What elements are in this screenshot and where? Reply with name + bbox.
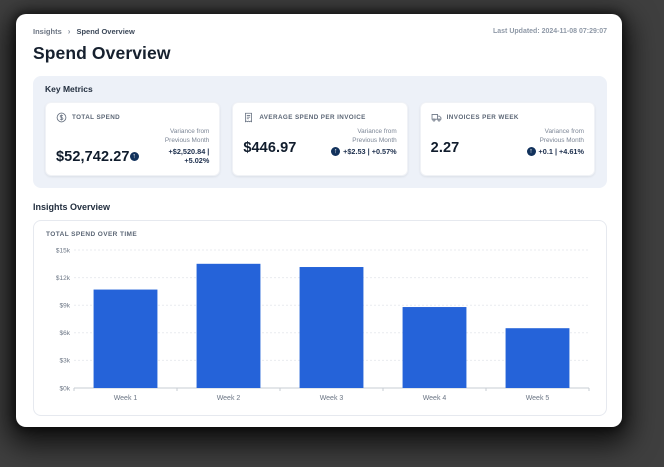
bar-week-4[interactable] (402, 307, 467, 389)
metric-value: $446.97 (243, 140, 297, 157)
breadcrumb: Insights › Spend Overview (33, 27, 135, 36)
truck-icon (431, 112, 442, 123)
last-updated-timestamp: Last Updated: 2024-11-08 07:29:07 (493, 28, 607, 35)
variance-caption: Variance from Previous Month (539, 128, 584, 144)
total-spend-bar-chart: $0k $3k $6k $9k $12k $15k Week 1 Week 2 Week 3 We… (46, 244, 594, 409)
variance-value: +$2.53 | +0.57% (343, 147, 397, 157)
chart-title: TOTAL SPEND OVER TIME (46, 231, 138, 239)
key-metrics-title: Key Metrics (45, 84, 93, 94)
dollar-circle-icon (56, 112, 67, 123)
total-spend-chart-card: TOTAL SPEND OVER TIME $0k $3k $6k $9k $12k $1… (33, 220, 607, 417)
metric-value: $52,742.27 (56, 149, 130, 166)
svg-text:Week 2: Week 2 (217, 395, 241, 402)
svg-text:Week 3: Week 3 (320, 395, 344, 402)
metric-label: AVERAGE SPEND PER INVOICE (259, 114, 366, 121)
key-metrics-section: Key Metrics TOTAL SPEND $52,742.27 (33, 76, 607, 189)
metric-label: INVOICES PER WEEK (446, 114, 519, 121)
bar-week-2[interactable] (196, 264, 261, 389)
svg-text:$0k: $0k (60, 386, 71, 393)
page-title: Spend Overview (33, 43, 171, 63)
breadcrumb-separator-icon: › (67, 27, 71, 36)
svg-text:$12k: $12k (56, 275, 71, 282)
variance-caption: Variance from Previous Month (352, 128, 397, 144)
svg-text:$9k: $9k (60, 303, 71, 310)
bar-week-1[interactable] (93, 289, 158, 389)
breadcrumb-insights-link[interactable]: Insights (33, 27, 62, 36)
insights-overview-section: Insights Overview TOTAL SPEND OVER TIME … (33, 202, 607, 417)
variance-block: Variance from Previous Month ↑ +$2.53 | … (331, 128, 397, 157)
variance-value: +$2,520.84 | +5.02% (168, 147, 210, 166)
variance-block: Variance from Previous Month ↑ +$2,520.8… (129, 128, 210, 166)
variance-caption: Variance from Previous Month (164, 128, 210, 144)
bar-week-5[interactable] (505, 328, 570, 389)
variance-up-icon: ↑ (526, 147, 536, 157)
variance-block: Variance from Previous Month ↑ +0.1 | +4… (526, 128, 584, 157)
svg-text:$3k: $3k (60, 358, 71, 365)
app-window: Insights › Spend Overview Last Updated: … (16, 14, 622, 427)
invoice-icon (243, 112, 254, 123)
page-header: Insights › Spend Overview Last Updated: … (16, 14, 622, 64)
svg-text:$6k: $6k (60, 330, 71, 337)
metric-card-invoices-per-week: INVOICES PER WEEK 2.27 Variance from Pre… (419, 102, 595, 177)
svg-text:Week 4: Week 4 (423, 395, 447, 402)
metric-value: 2.27 (430, 140, 460, 157)
metric-card-total-spend: TOTAL SPEND $52,742.27 Variance from Pre… (45, 102, 221, 177)
bar-week-3[interactable] (299, 267, 364, 389)
insights-overview-title: Insights Overview (33, 202, 111, 213)
metric-card-avg-spend-per-invoice: AVERAGE SPEND PER INVOICE $446.97 Varian… (232, 102, 408, 177)
svg-text:Week 5: Week 5 (526, 395, 550, 402)
metric-label: TOTAL SPEND (72, 114, 121, 121)
svg-text:Week 1: Week 1 (114, 395, 138, 402)
variance-up-icon: ↑ (129, 151, 139, 161)
metric-cards-row: TOTAL SPEND $52,742.27 Variance from Pre… (45, 102, 595, 177)
variance-value: +0.1 | +4.61% (538, 147, 584, 157)
breadcrumb-current: Spend Overview (76, 27, 135, 36)
variance-up-icon: ↑ (331, 147, 341, 157)
svg-text:$15k: $15k (56, 248, 71, 255)
